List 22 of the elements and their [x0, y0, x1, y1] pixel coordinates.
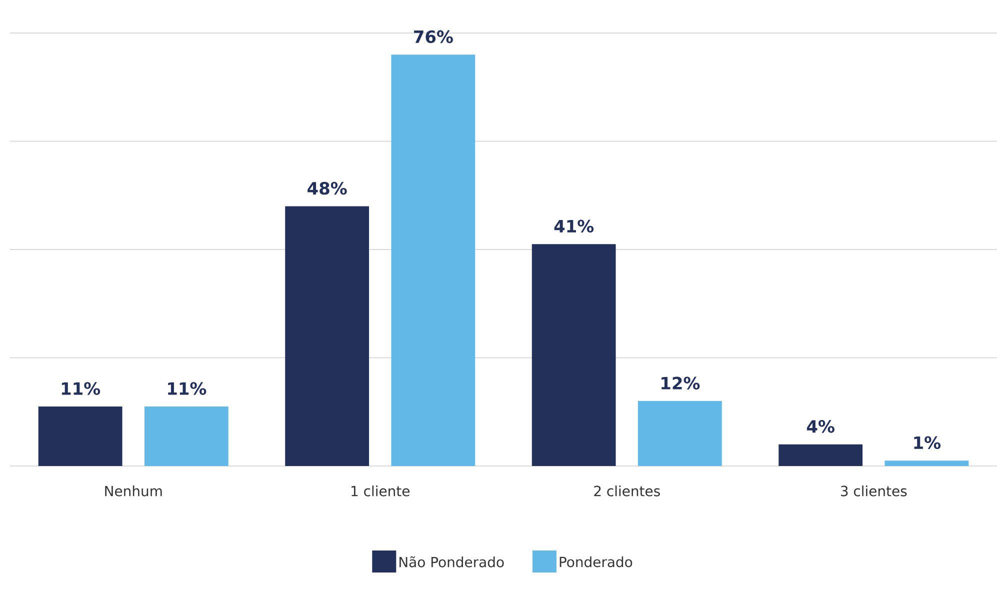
- bar: [638, 401, 722, 466]
- x-tick-label: Nenhum: [105, 486, 162, 496]
- legend-label: Ponderado: [560, 556, 632, 568]
- bar: [391, 54, 476, 466]
- bar: [884, 460, 969, 466]
- data-label: 76%: [414, 30, 453, 44]
- data-label: 11%: [62, 382, 100, 395]
- data-label: 12%: [662, 376, 700, 390]
- legend-label: Não Ponderado: [400, 556, 504, 568]
- data-label: 1%: [914, 436, 941, 450]
- bar: [144, 406, 228, 466]
- data-label: 48%: [308, 182, 347, 195]
- x-tick-label: 1 cliente: [352, 486, 410, 496]
- data-label: 4%: [806, 420, 834, 433]
- data-label: 11%: [168, 382, 206, 395]
- bar: [532, 244, 616, 466]
- data-label: 41%: [554, 220, 594, 233]
- bar: [778, 444, 863, 466]
- x-tick-label: 3 clientes: [840, 486, 907, 496]
- bar: [38, 406, 122, 466]
- bar: [285, 206, 370, 466]
- x-tick-label: 2 clientes: [594, 486, 660, 496]
